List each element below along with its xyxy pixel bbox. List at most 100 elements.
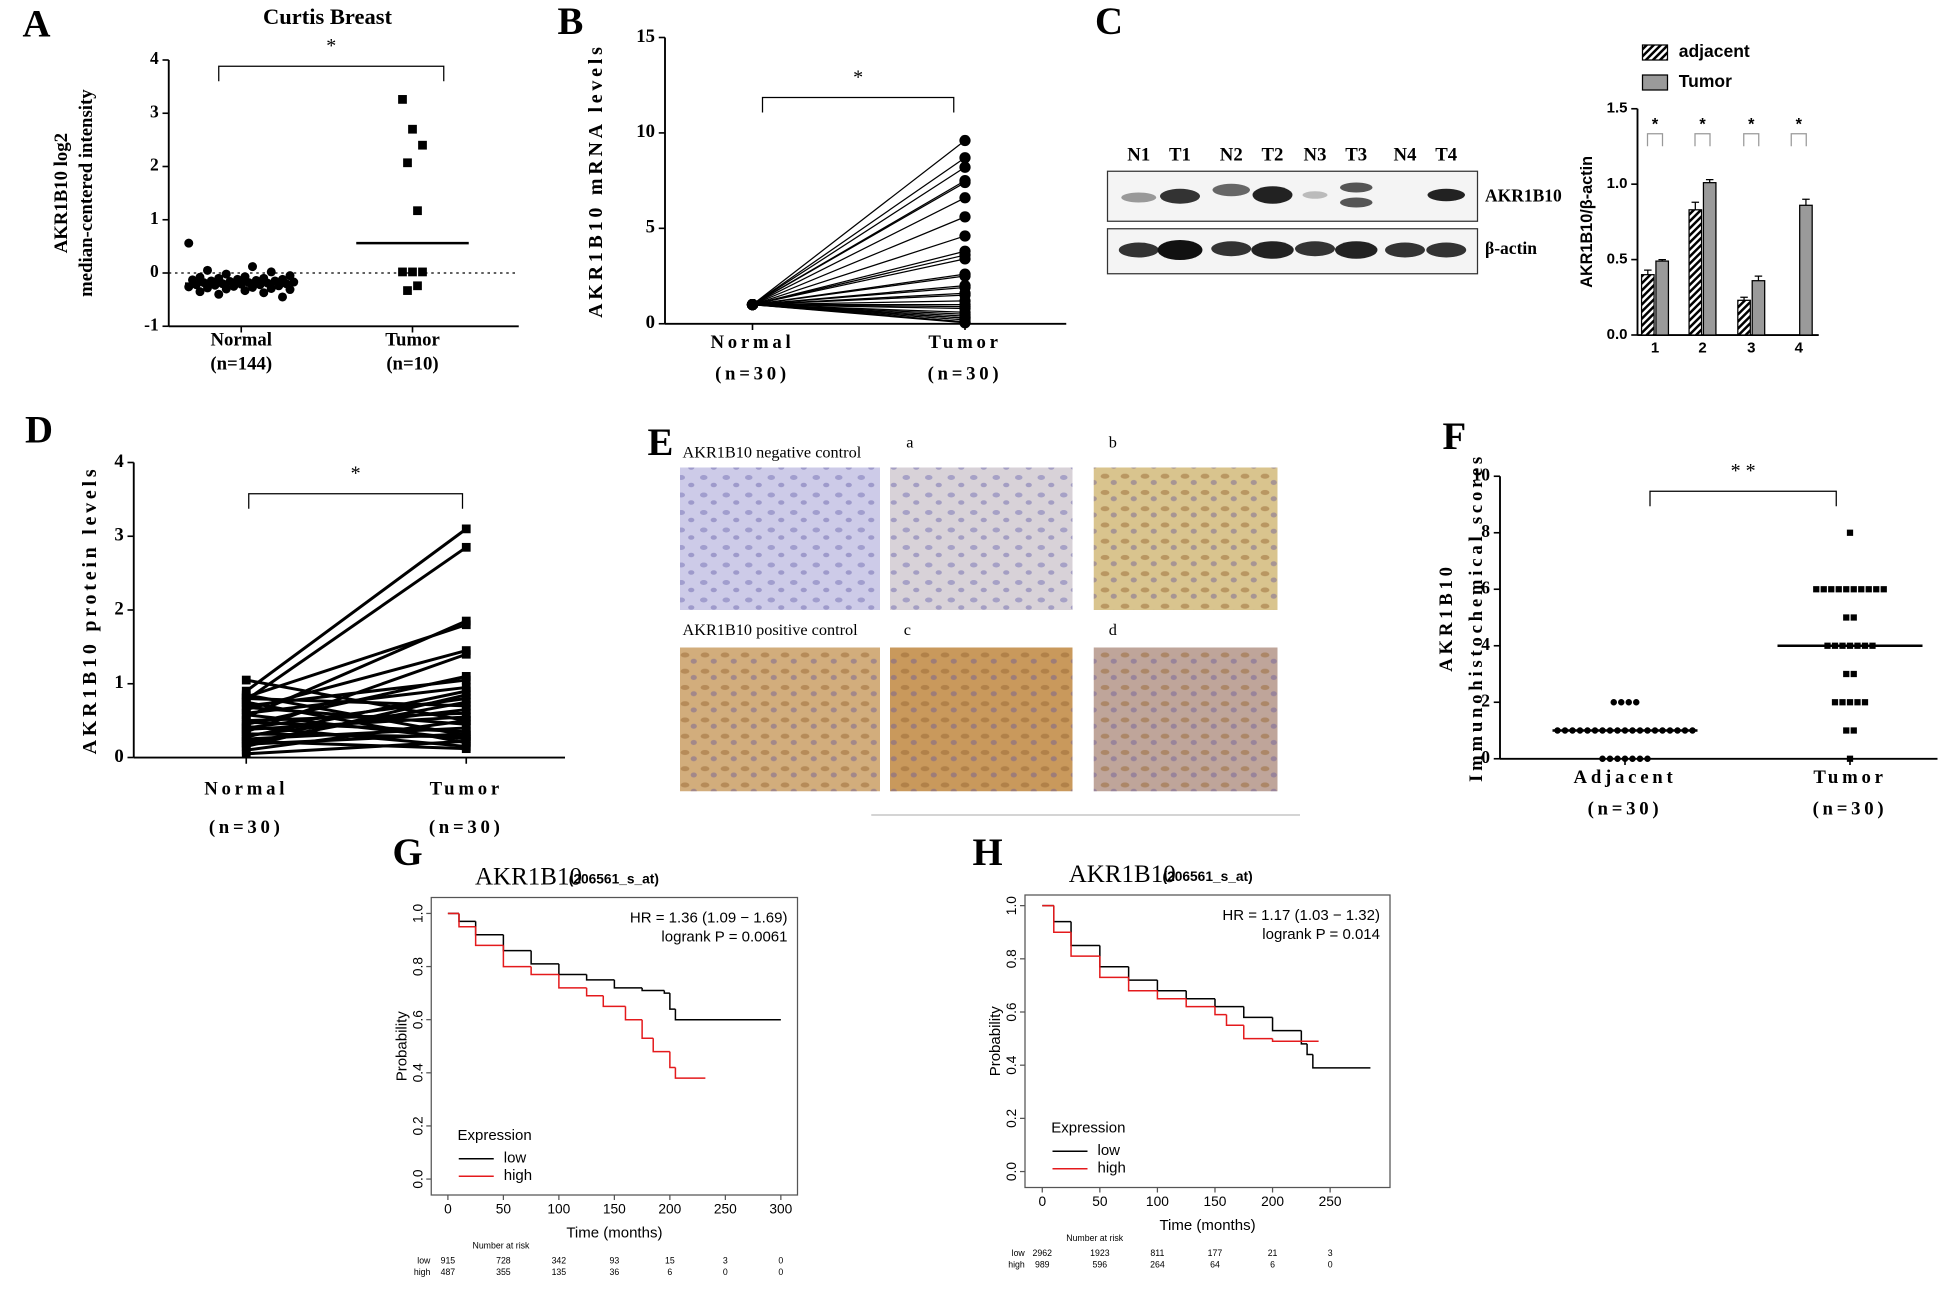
- band: [1335, 241, 1378, 259]
- y-tick-label: 0.4: [410, 1063, 425, 1082]
- survival-step: [624, 1006, 643, 1021]
- x-tick-label: 50: [496, 1202, 512, 1217]
- band: [1212, 183, 1250, 197]
- data-point: [1621, 755, 1629, 763]
- annotation: HR = 1.17 (1.03 − 1.32): [1222, 907, 1380, 924]
- x-tick-sublabel: (n=30): [1588, 798, 1663, 819]
- x-axis-label: Time (months): [566, 1225, 662, 1242]
- x-tick-sublabel: (n=144): [210, 353, 272, 374]
- data-point: [1843, 614, 1850, 621]
- risk-value: 64: [1210, 1259, 1220, 1269]
- x-tick-label: 150: [1204, 1194, 1227, 1209]
- bar: [1655, 260, 1670, 336]
- data-point: [221, 269, 231, 279]
- data-point: [461, 616, 471, 626]
- data-point: [241, 675, 251, 685]
- survival-step: [1185, 990, 1215, 1000]
- panel-label: B: [558, 0, 584, 43]
- data-point: [195, 287, 205, 297]
- legend-title: Expression: [458, 1127, 532, 1144]
- y-tick-label: 0.2: [410, 1116, 425, 1135]
- error-bar: [1691, 201, 1700, 210]
- risk-value: 811: [1150, 1248, 1164, 1258]
- survival-step: [674, 1009, 781, 1021]
- risk-value: 596: [1093, 1259, 1108, 1269]
- error-bar: [1705, 179, 1714, 183]
- survival-step: [1070, 932, 1100, 957]
- data-point: [461, 723, 471, 733]
- y-tick-label: 0: [1481, 747, 1490, 767]
- x-tick-label: 1: [1651, 340, 1659, 357]
- data-point: [1828, 586, 1835, 593]
- error-bar: [1754, 275, 1763, 281]
- data-point: [959, 270, 971, 282]
- risk-value: 36: [610, 1267, 620, 1277]
- risk-value: 264: [1150, 1259, 1165, 1269]
- x-tick-sublabel: (n=30): [928, 363, 1003, 384]
- data-point: [285, 285, 295, 295]
- significance-bracket: [1694, 133, 1711, 147]
- risk-value: 0: [723, 1267, 728, 1277]
- legend-label: high: [504, 1167, 532, 1184]
- risk-value: 0: [778, 1256, 783, 1266]
- y-tick-label: 6: [1481, 577, 1490, 597]
- data-point: [461, 736, 471, 746]
- ihc-image-texture: [890, 467, 1073, 610]
- pair-line: [752, 157, 966, 306]
- pair-line: [245, 652, 467, 734]
- pair-line: [245, 546, 468, 702]
- pair-line: [246, 719, 467, 752]
- data-point: [461, 690, 471, 700]
- panel-label: A: [23, 2, 51, 45]
- survival-step: [458, 913, 476, 923]
- data-point: [1846, 699, 1854, 706]
- ihc-image-texture: [1093, 647, 1278, 792]
- chart-subtitle: (206561_s_at): [569, 872, 659, 887]
- survival-step: [474, 926, 504, 947]
- significance-bracket: [1646, 133, 1664, 147]
- pair-line: [245, 619, 467, 719]
- y-tick-label: 5: [646, 217, 655, 238]
- y-axis-label: Immunohistochemical scores: [1466, 453, 1487, 782]
- data-point: [248, 282, 257, 292]
- bar: [1702, 182, 1717, 336]
- protein-label: β-actin: [1485, 238, 1537, 258]
- y-tick-label: 0: [646, 312, 655, 333]
- risk-title: Number at risk: [1066, 1233, 1124, 1243]
- risk-value: 728: [496, 1256, 511, 1266]
- data-point: [1846, 755, 1854, 762]
- data-point: [413, 206, 422, 216]
- data-point: [959, 253, 971, 265]
- lane-label: T1: [1169, 145, 1191, 166]
- risk-value: 135: [552, 1267, 567, 1277]
- y-tick-label: -1: [144, 314, 159, 334]
- data-point: [1850, 614, 1857, 621]
- ihc-label: c: [904, 621, 911, 639]
- data-point: [1850, 727, 1857, 734]
- significance-bracket: [248, 493, 464, 509]
- survival-step: [1306, 1043, 1313, 1056]
- data-point: [461, 729, 471, 739]
- band: [1118, 242, 1159, 258]
- legend-label: Tumor: [1679, 71, 1732, 91]
- survival-step: [1127, 977, 1158, 992]
- x-tick-label: Adjacent: [1574, 767, 1677, 788]
- x-tick-label: 50: [1092, 1194, 1108, 1209]
- pair-line: [752, 300, 966, 306]
- x-tick-label: 4: [1795, 340, 1804, 357]
- pair-line: [245, 674, 467, 726]
- survival-step: [1053, 905, 1072, 923]
- survival-step: [1185, 998, 1215, 1008]
- error-bar: [1644, 269, 1652, 275]
- x-tick-label: 200: [658, 1202, 681, 1217]
- ihc-image-texture: [1093, 467, 1278, 610]
- x-tick-sublabel: (n=10): [386, 353, 438, 374]
- data-point: [959, 161, 971, 173]
- legend-label: low: [504, 1150, 527, 1167]
- band: [1385, 242, 1425, 258]
- y-tick-label: 8: [1481, 521, 1490, 541]
- data-point: [418, 267, 427, 277]
- risk-value: 93: [610, 1256, 620, 1266]
- x-tick-label: 100: [547, 1202, 570, 1217]
- survival-step: [530, 950, 559, 965]
